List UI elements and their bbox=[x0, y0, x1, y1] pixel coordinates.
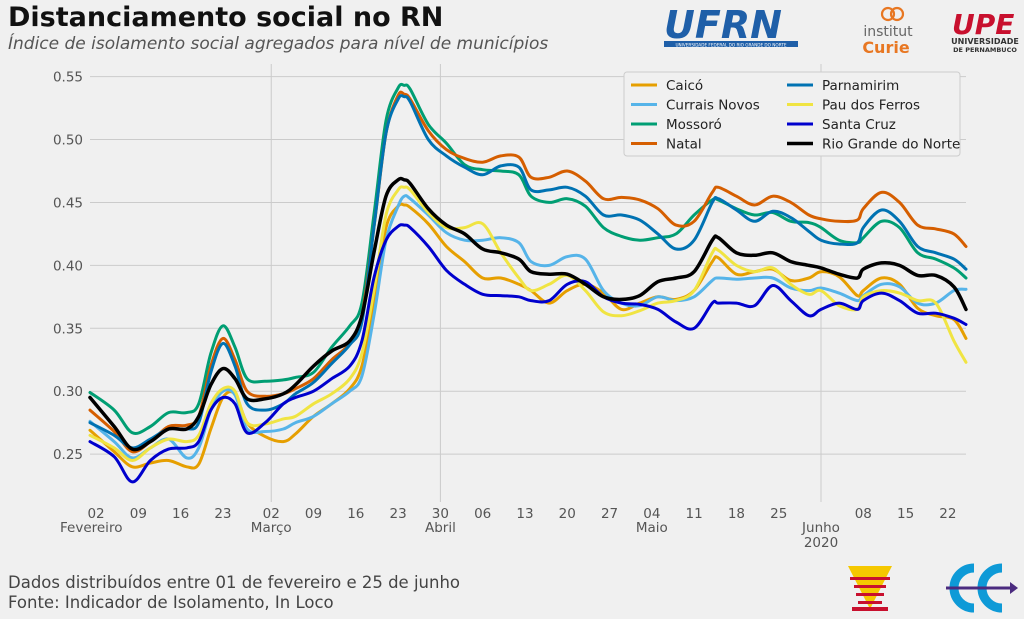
ufrn-logo-text: UFRN bbox=[664, 6, 782, 47]
legend-box bbox=[623, 71, 961, 157]
curie-logo-bottom: Curie bbox=[862, 38, 910, 56]
upe-logo-caption-2: DE PERNAMBUCO bbox=[953, 46, 1017, 54]
chart-title: Distanciamento social no RN bbox=[8, 2, 444, 33]
y-tick-label: 0.35 bbox=[53, 321, 83, 337]
x-month-label: Fevereiro bbox=[60, 520, 122, 536]
y-tick-label: 0.30 bbox=[53, 384, 83, 400]
footer-date-range: Dados distribuídos entre 01 de fevereiro… bbox=[8, 573, 461, 592]
legend-label-currais-novos: Currais Novos bbox=[666, 98, 760, 114]
ufrn-logo-bar bbox=[664, 41, 798, 47]
upe-logo-caption-1: UNIVERSIDADE bbox=[951, 37, 1019, 46]
footer-source: Fonte: Indicador de Isolamento, In Loco bbox=[8, 593, 334, 612]
curie-logo-circle-a bbox=[880, 6, 896, 22]
legend-label-santa-cruz: Santa Cruz bbox=[822, 117, 896, 133]
x-tick-label: 06 bbox=[474, 506, 491, 522]
x-tick-label: 23 bbox=[214, 506, 231, 522]
x-tick-label: 23 bbox=[390, 506, 407, 522]
x-tick-label: 13 bbox=[516, 506, 533, 522]
y-tick-label: 0.40 bbox=[53, 258, 83, 274]
x-month-label: Junho bbox=[801, 520, 840, 536]
legend-label-caico: Caicó bbox=[666, 78, 703, 94]
institution-logo-left-stripe-4 bbox=[858, 601, 882, 604]
x-tick-label: 18 bbox=[728, 506, 745, 522]
series-line-rio-grande-do-norte bbox=[88, 176, 968, 452]
upe-logo-text: UPE bbox=[952, 8, 1014, 41]
x-tick-label: 20 bbox=[559, 506, 576, 522]
x-month-label: Março bbox=[251, 520, 292, 536]
x-tick-label: 11 bbox=[686, 506, 703, 522]
footer: Dados distribuídos entre 01 de fevereiro… bbox=[8, 573, 460, 613]
x-tick-label: 09 bbox=[130, 506, 147, 522]
x-tick-label: 16 bbox=[347, 506, 364, 522]
x-tick-label: 09 bbox=[305, 506, 322, 522]
upe-logo: UPE UNIVERSIDADE DE PERNAMBUCO bbox=[951, 8, 1019, 54]
legend-label-natal: Natal bbox=[666, 137, 702, 153]
x-tick-label: 30 bbox=[432, 506, 449, 522]
ufrn-logo-caption: UNIVERSIDADE FEDERAL DO RIO GRANDE DO NO… bbox=[675, 43, 786, 48]
x-tick-label: 08 bbox=[855, 506, 872, 522]
y-tick-label: 0.50 bbox=[53, 133, 83, 149]
x-tick-label: 04 bbox=[643, 506, 660, 522]
x-tick-label: 15 bbox=[897, 506, 914, 522]
series-line-pau-dos-ferros bbox=[88, 185, 968, 462]
legend-label-parnamirim: Parnamirim bbox=[822, 78, 899, 94]
y-tick-label: 0.55 bbox=[53, 70, 83, 86]
x-tick-label: 27 bbox=[601, 506, 618, 522]
institution-logo-right-arrow-head bbox=[1010, 582, 1018, 594]
ufrn-logo: UFRN UNIVERSIDADE FEDERAL DO RIO GRANDE … bbox=[664, 6, 798, 48]
chart-subtitle: Índice de isolamento social agregados pa… bbox=[8, 34, 549, 54]
curie-logo-top: institut bbox=[863, 24, 913, 40]
legend-label-pau-dos-ferros: Pau dos Ferros bbox=[822, 98, 920, 114]
series-line-mossoro bbox=[88, 82, 968, 435]
axis-labels: 0.250.300.350.400.450.500.5502Fevereiro0… bbox=[53, 70, 957, 551]
x-tick-label: 02 bbox=[87, 506, 104, 522]
x-tick-label: 02 bbox=[263, 506, 280, 522]
series-line-parnamirim bbox=[88, 94, 968, 450]
series-lines bbox=[88, 82, 968, 484]
institution-logo-left-stripe-1 bbox=[850, 577, 890, 580]
legend-label-rio-grande-do-norte: Rio Grande do Norte bbox=[822, 137, 960, 153]
x-month-label: Abril bbox=[425, 520, 456, 536]
x-tick-label: 16 bbox=[172, 506, 189, 522]
institution-logo-right bbox=[946, 563, 1018, 613]
curie-logo-circle-b bbox=[889, 6, 905, 22]
y-tick-label: 0.25 bbox=[53, 447, 83, 463]
legend: Caicó Currais Novos Mossoró Natal Parnamirim… bbox=[623, 71, 961, 157]
institution-logo-left-base bbox=[852, 607, 888, 611]
series-line-santa-cruz bbox=[88, 223, 968, 484]
series-line-natal bbox=[88, 90, 968, 454]
legend-label-mossoro: Mossoró bbox=[666, 117, 722, 133]
x-month-label: Maio bbox=[636, 520, 668, 536]
x-year-label: 2020 bbox=[804, 535, 838, 551]
institution-logo-left-stripe-3 bbox=[856, 593, 884, 596]
x-tick-label: 22 bbox=[939, 506, 956, 522]
institution-logo-left-stripe-2 bbox=[854, 585, 886, 588]
curie-logo: institut Curie bbox=[862, 6, 913, 56]
x-tick-label: 25 bbox=[770, 506, 787, 522]
institution-logo-left bbox=[848, 566, 892, 611]
y-tick-label: 0.45 bbox=[53, 195, 83, 211]
